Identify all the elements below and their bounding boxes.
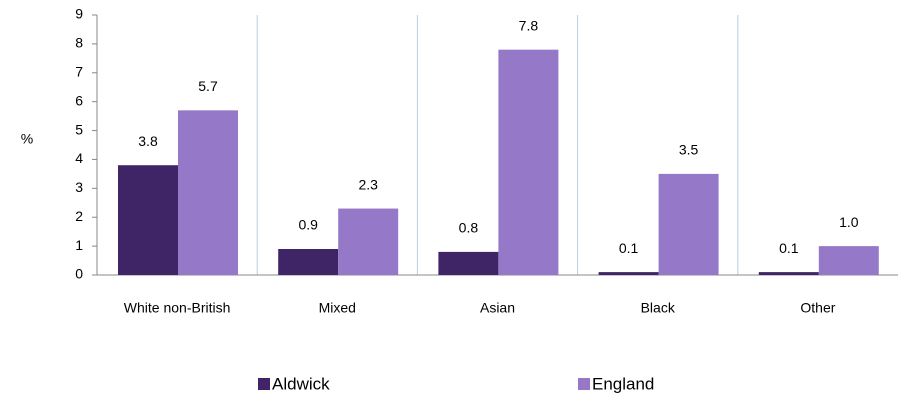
x-tick-label: Other [800,300,835,316]
x-tick-label: Black [641,300,676,316]
legend-text: England [592,374,654,393]
bar [498,49,559,275]
data-label: 7.8 [519,17,539,33]
y-tick-label: 2 [75,208,83,224]
data-label: 3.5 [679,142,699,158]
data-label: 5.7 [198,78,218,94]
bar [758,272,819,275]
data-label: 0.9 [298,217,318,233]
y-tick-label: 1 [75,237,83,253]
bar [598,272,659,275]
data-label: 0.8 [459,220,479,236]
bar [338,208,399,275]
bar [818,246,879,275]
legend-text: Aldwick [272,374,330,393]
y-tick-label: 3 [75,179,83,195]
legend-swatch [258,378,270,390]
y-tick-label: 8 [75,35,83,51]
y-tick-label: 4 [75,150,83,166]
x-tick-label: White non-British [124,300,231,316]
x-tick-label: Asian [480,300,515,316]
x-tick-label: Mixed [319,300,356,316]
data-label: 3.8 [138,133,158,149]
bar [658,173,719,275]
bar [278,249,339,275]
y-tick-label: 9 [75,6,83,22]
y-tick-label: 6 [75,92,83,108]
y-tick-label: 5 [75,121,83,137]
bar [118,165,178,275]
data-label: 0.1 [619,240,639,256]
data-label: 2.3 [358,176,378,192]
y-axis-label: % [21,131,33,147]
data-label: 1.0 [839,214,859,230]
y-tick-label: 7 [75,63,83,79]
y-tick-label: 0 [75,266,83,282]
bar [178,110,238,275]
data-label: 0.1 [779,240,799,256]
bar [438,251,499,275]
legend-swatch [578,378,590,390]
